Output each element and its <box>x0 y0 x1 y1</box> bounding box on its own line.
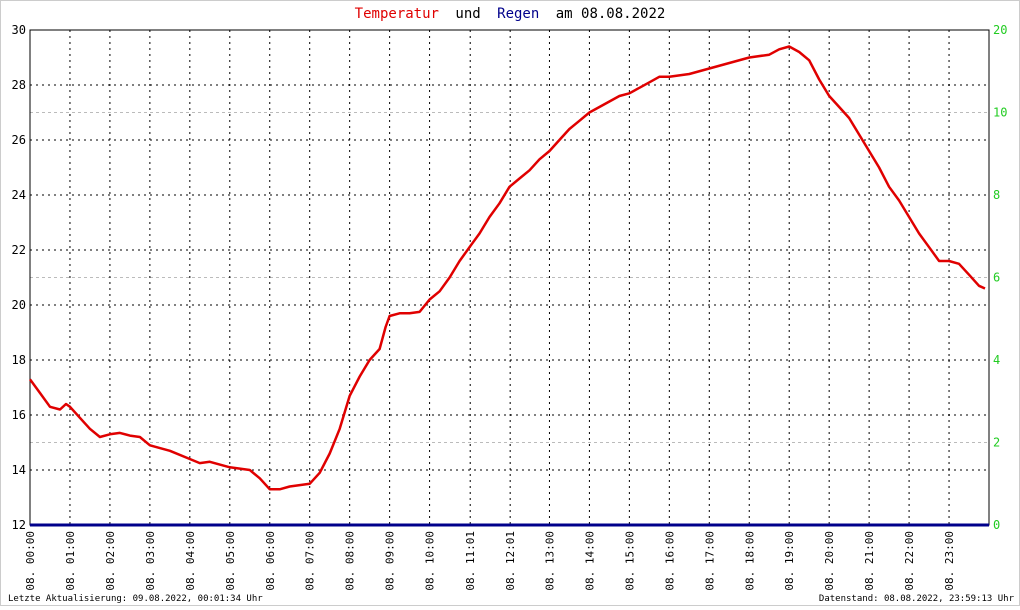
x-tick-label: 08. 17:00 <box>703 531 716 591</box>
x-tick-label: 08. 22:00 <box>903 531 916 591</box>
x-tick-label: 08. 23:00 <box>943 531 956 591</box>
y-tick-label: 24 <box>12 188 26 202</box>
y2-tick-label: 4 <box>993 353 1000 367</box>
title-temp: Temperatur <box>355 6 439 22</box>
y2-tick-label: 8 <box>993 188 1000 202</box>
chart-title: Temperatur und Regen am 08.08.2022 <box>355 6 666 22</box>
y-tick-label: 14 <box>12 463 26 477</box>
y-tick-label: 12 <box>12 518 26 532</box>
x-tick-label: 08. 18:00 <box>743 531 756 591</box>
x-tick-label: 08. 07:00 <box>304 531 317 591</box>
title-rain: Regen <box>497 6 539 22</box>
x-tick-label: 08. 05:00 <box>224 531 237 591</box>
y2-tick-label: 20 <box>993 23 1007 37</box>
x-tick-label: 08. 14:00 <box>583 531 596 591</box>
x-tick-label: 08. 10:00 <box>424 531 437 591</box>
title-date: am 08.08.2022 <box>556 6 666 22</box>
x-tick-label: 08. 20:00 <box>823 531 836 591</box>
y-tick-label: 30 <box>12 23 26 37</box>
x-tick-label: 08. 12:01 <box>504 531 517 591</box>
y-tick-label: 20 <box>12 298 26 312</box>
x-tick-label: 08. 08:00 <box>344 531 357 591</box>
x-tick-label: 08. 11:01 <box>464 531 477 591</box>
y-tick-label: 22 <box>12 243 26 257</box>
x-tick-label: 08. 02:00 <box>104 531 117 591</box>
y2-tick-label: 6 <box>993 271 1000 285</box>
x-tick-label: 08. 21:00 <box>863 531 876 591</box>
x-tick-label: 08. 03:00 <box>144 531 157 591</box>
x-tick-label: 08. 06:00 <box>264 531 277 591</box>
x-tick-label: 08. 16:00 <box>663 531 676 591</box>
x-tick-label: 08. 01:00 <box>64 531 77 591</box>
footer-left: Letzte Aktualisierung: 09.08.2022, 00:01… <box>8 594 263 604</box>
y-tick-label: 26 <box>12 133 26 147</box>
y-tick-label: 16 <box>12 408 26 422</box>
y-tick-label: 28 <box>12 78 26 92</box>
series-line <box>28 45 986 491</box>
x-tick-label: 08. 19:00 <box>783 531 796 591</box>
x-tick-label: 08. 15:00 <box>623 531 636 591</box>
y-tick-label: 18 <box>12 353 26 367</box>
x-tick-label: 08. 09:00 <box>384 531 397 591</box>
x-tick-label: 08. 00:00 <box>24 531 37 591</box>
title-and: und <box>455 6 480 22</box>
footer-right: Datenstand: 08.08.2022, 23:59:13 Uhr <box>819 594 1015 604</box>
y2-tick-label: 0 <box>993 518 1000 532</box>
x-tick-label: 08. 04:00 <box>184 531 197 591</box>
y2-tick-label: 10 <box>993 106 1007 120</box>
x-tick-label: 08. 13:00 <box>543 531 556 591</box>
y2-tick-label: 2 <box>993 436 1000 450</box>
